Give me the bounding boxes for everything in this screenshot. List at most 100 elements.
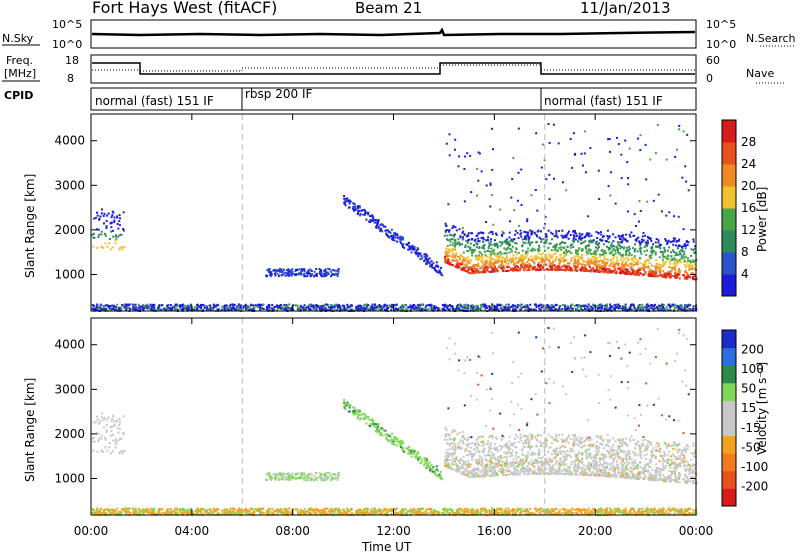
power-cell: [649, 158, 652, 161]
power-cell: [435, 269, 438, 272]
power-cell: [312, 306, 315, 309]
power-cell: [596, 237, 599, 239]
power-cell: [274, 269, 277, 272]
power-cell: [463, 308, 466, 310]
velocity-cell: [303, 479, 306, 482]
power-cell: [518, 259, 520, 262]
power-cell: [449, 240, 452, 243]
power-cell: [490, 243, 493, 246]
power-cell: [641, 263, 644, 266]
power-cell: [648, 255, 651, 258]
power-cell: [307, 269, 310, 271]
power-cell: [202, 309, 205, 312]
power-cell: [632, 235, 635, 237]
power-cell: [489, 240, 492, 243]
power-cell: [475, 268, 478, 271]
power-cell: [447, 258, 450, 260]
power-cell: [523, 257, 526, 260]
power-cell: [458, 307, 461, 310]
power-cell: [471, 248, 474, 251]
power-cell: [521, 245, 524, 248]
power-cell: [623, 305, 626, 308]
power-cell: [532, 266, 535, 269]
velocity-cell: [333, 473, 336, 476]
power-cell: [255, 305, 258, 308]
power-cell: [499, 305, 502, 308]
power-cell: [106, 214, 109, 217]
power-cell: [386, 308, 389, 311]
power-cell: [183, 305, 186, 308]
power-cell: [171, 306, 174, 309]
power-cell: [583, 152, 586, 155]
power-cell: [550, 249, 553, 252]
power-cell: [635, 239, 638, 242]
power-cell: [510, 238, 513, 241]
power-cell: [525, 234, 528, 237]
power-cell: [337, 307, 340, 310]
power-cell: [561, 265, 564, 268]
power-cell: [390, 304, 393, 307]
power-cell: [642, 267, 645, 270]
power-cell: [676, 262, 679, 265]
power-cell: [457, 255, 459, 258]
velocity-cell: [345, 401, 347, 404]
power-cell: [549, 308, 552, 311]
power-cell: [416, 252, 419, 255]
power-cell: [644, 143, 647, 146]
velocity-cell: [591, 443, 594, 446]
power-cell: [493, 249, 496, 252]
power-cell: [662, 270, 665, 273]
power-cell: [584, 171, 587, 174]
power-cell: [502, 232, 505, 235]
velocity-cell: [548, 459, 551, 462]
velocity-cell: [505, 460, 508, 463]
power-cell: [621, 261, 624, 264]
velocity-cell: [102, 451, 105, 454]
power-cell: [362, 307, 365, 310]
power-cell: [591, 256, 594, 258]
power-cell: [484, 262, 487, 265]
power-cell: [196, 304, 199, 307]
velocity-cell: [367, 415, 370, 418]
power-cell: [449, 261, 452, 264]
power-cell: [557, 142, 560, 145]
power-cell: [644, 234, 646, 237]
power-cell: [305, 306, 308, 309]
power-cell: [402, 246, 404, 249]
power-cell: [114, 308, 117, 311]
power-cell: [520, 259, 522, 262]
power-cell: [663, 246, 666, 249]
power-cell: [655, 269, 658, 272]
power-cell: [548, 263, 551, 265]
velocity-cell: [688, 464, 691, 467]
power-cell: [537, 261, 540, 264]
power-cell: [601, 236, 604, 238]
power-cell: [670, 255, 673, 258]
velocity-cell: [540, 465, 543, 468]
velocity-cell: [496, 464, 499, 467]
power-cell: [580, 255, 583, 258]
power-cell: [561, 307, 564, 310]
velocity-cell: [416, 451, 419, 454]
power-cell: [306, 306, 309, 309]
power-cell: [319, 307, 321, 310]
power-cell: [678, 250, 681, 253]
power-cell: [116, 215, 119, 218]
power-cell: [572, 246, 575, 248]
velocity-cell: [417, 458, 420, 461]
power-cell: [453, 235, 456, 238]
power-cell: [641, 303, 644, 306]
velocity-cell: [112, 439, 115, 442]
power-cell: [431, 266, 434, 269]
velocity-cell: [481, 461, 484, 464]
power-cell: [654, 303, 657, 306]
power-cell: [651, 264, 654, 267]
power-cell: [622, 256, 625, 259]
power-cell: [578, 256, 581, 259]
power-cell: [458, 303, 461, 306]
power-cell: [572, 239, 575, 242]
power-cell: [213, 305, 216, 308]
power-cell: [685, 180, 688, 183]
power-cell: [658, 274, 661, 277]
power-cell: [395, 233, 398, 235]
